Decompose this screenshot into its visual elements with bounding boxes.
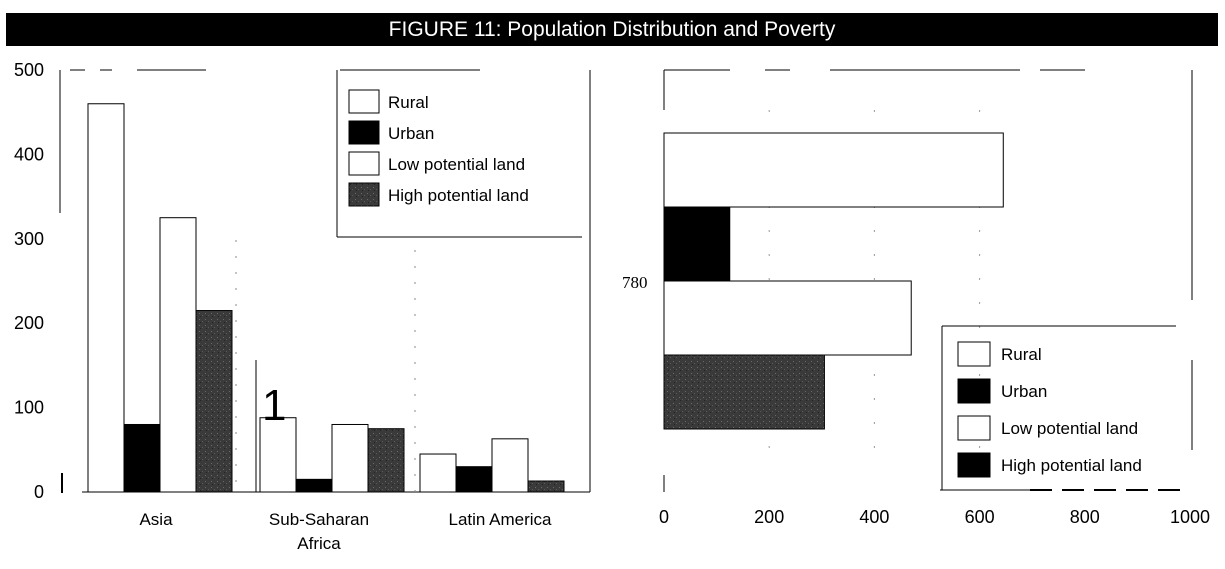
bar-asia-urban (123, 423, 161, 493)
figure-title: FIGURE 11: Population Distribution and P… (6, 13, 1218, 46)
legend-swatch-high-potential-land (957, 452, 991, 478)
bar-latin-america-high-potential-land (527, 480, 565, 493)
right-legend: Rural Urban Low potential land High potenti… (941, 325, 1176, 490)
bar-sub-saharan-africa-low-potential-land (331, 423, 369, 493)
right-x-tick-label: 600 (965, 507, 995, 527)
right-x-tick-label: 0 (659, 507, 669, 527)
legend-label-high-potential-land: High potential land (388, 186, 529, 205)
hbar-urban (663, 206, 731, 282)
chart-annotation: 1 (262, 381, 286, 430)
legend-label-rural: Rural (388, 93, 429, 112)
hbar-low-potential-land (663, 280, 912, 356)
left-y-tick-label: 300 (14, 229, 44, 249)
legend-swatch-urban (957, 378, 991, 404)
category-label: Sub-Saharan Africa (269, 510, 369, 553)
right-x-tick-label: 800 (1070, 507, 1100, 527)
left-chart: 0 100 200 300 400 500 Asia Sub-Saharan Africa La… (14, 60, 591, 553)
left-y-tick-label: 200 (14, 313, 44, 333)
hbar-rural (663, 132, 1004, 208)
bar-sub-saharan-africa-urban (295, 478, 333, 493)
legend-label-rural: Rural (1001, 345, 1042, 364)
bar-latin-america-rural (419, 453, 457, 493)
legend-label-urban: Urban (388, 124, 434, 143)
bar-latin-america-low-potential-land (491, 438, 529, 493)
legend-label-high-potential-land: High potential land (1001, 456, 1142, 475)
right-chart: 0 200 400 600 800 1000 780 Rural Urban Low pote… (622, 69, 1210, 527)
bar-asia-high-potential-land (195, 310, 233, 493)
right-x-tick-label: 200 (754, 507, 784, 527)
legend-swatch-low-potential-land (957, 415, 991, 441)
legend-swatch-high-potential-land (348, 182, 380, 207)
left-y-tick-label: 400 (14, 144, 44, 164)
group-label: 780 (622, 273, 648, 292)
bar-latin-america-urban (455, 466, 493, 493)
legend-swatch-low-potential-land (348, 151, 380, 176)
legend-swatch-rural (957, 341, 991, 367)
legend-swatch-urban (348, 120, 380, 145)
left-y-tick-label: 100 (14, 398, 44, 418)
legend-label-low-potential-land: Low potential land (388, 155, 525, 174)
right-x-tick-label: 1000 (1170, 507, 1210, 527)
bar-asia-rural (87, 103, 125, 493)
left-y-tick-label: 500 (14, 60, 44, 80)
bar-sub-saharan-africa-high-potential-land (367, 428, 405, 493)
left-y-tick-label: 0 (34, 482, 44, 502)
left-legend: Rural Urban Low potential land High potenti… (336, 69, 582, 238)
hbar-high-potential-land (663, 354, 825, 430)
legend-label-low-potential-land: Low potential land (1001, 419, 1138, 438)
bar-sub-saharan-africa-rural (259, 417, 297, 493)
bar-asia-low-potential-land (159, 217, 197, 493)
category-label: Asia (139, 510, 173, 529)
legend-swatch-rural (348, 89, 380, 114)
right-x-tick-label: 400 (859, 507, 889, 527)
legend-label-urban: Urban (1001, 382, 1047, 401)
category-label: Latin America (449, 510, 553, 529)
